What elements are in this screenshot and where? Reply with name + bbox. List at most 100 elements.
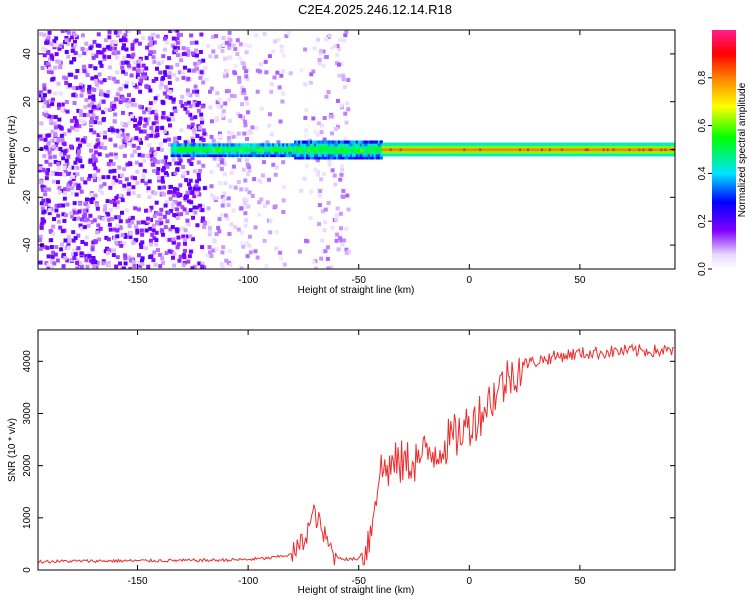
spectrogram-cell — [308, 216, 313, 221]
spectrogram-carrier-cell — [546, 147, 551, 152]
spectrogram-carrier-cell — [200, 145, 204, 150]
spectrogram-carrier-cell — [212, 153, 216, 158]
spectrogram-carrier-cell — [244, 151, 248, 155]
spectrogram-cell — [241, 244, 246, 249]
spectrogram-cell — [226, 139, 231, 144]
spectrogram-carrier-cell — [331, 151, 336, 155]
spectrogram-cell — [152, 214, 157, 219]
spectrogram-cell — [91, 113, 96, 118]
spectrogram-cell — [49, 245, 54, 250]
spectrogram-cell — [209, 134, 214, 139]
spectrogram-cell — [244, 74, 249, 79]
spectrogram-carrier-cell — [459, 150, 463, 154]
spectrogram-cell — [303, 133, 308, 138]
spectrogram-carrier-cell — [487, 145, 491, 149]
spectrogram-carrier-cell — [433, 153, 437, 157]
spectrogram-cell — [278, 119, 283, 124]
spectrogram-cell — [288, 71, 293, 76]
spectrogram-cell — [156, 175, 161, 180]
spectrogram-cell — [69, 125, 74, 130]
spectrogram-carrier-cell — [435, 142, 439, 146]
spectrogram-carrier-cell — [244, 148, 248, 152]
spectrogram-carrier-cell — [387, 145, 391, 149]
spectrogram-carrier-cell — [425, 142, 429, 146]
spectrogram-carrier-cell — [365, 143, 369, 147]
spectrogram-carrier-cell — [570, 147, 575, 152]
spectrogram-cell — [87, 251, 92, 256]
spectrogram-cell — [188, 93, 193, 98]
spectrogram-ytick-label: -20 — [22, 190, 33, 205]
spectrogram-cell — [107, 55, 112, 60]
spectrogram-cell — [86, 221, 91, 226]
spectrogram-cell — [158, 70, 163, 75]
spectrogram-cell — [317, 57, 322, 62]
spectrogram-carrier-cell — [451, 142, 455, 146]
spectrogram-carrier-cell — [318, 140, 322, 144]
spectrogram-carrier-cell — [556, 153, 561, 157]
spectrogram-cell — [55, 59, 60, 64]
spectrogram-carrier-cell — [642, 142, 646, 146]
spectrogram-cell — [209, 193, 214, 198]
spectrogram-cell — [64, 35, 69, 40]
spectrogram-cell — [74, 210, 79, 215]
spectrogram-carrier-cell — [628, 147, 632, 152]
snr-ytick-label: 1000 — [22, 506, 33, 529]
spectrogram-cell — [61, 264, 66, 269]
spectrogram-carrier-cell — [347, 140, 352, 144]
spectrogram-cell — [149, 125, 154, 130]
spectrogram-cell — [315, 170, 320, 175]
spectrogram-carrier-cell — [327, 156, 332, 160]
spectrogram-cell — [82, 208, 87, 213]
spectrogram-cell — [200, 245, 205, 250]
spectrogram-carrier-cell — [214, 153, 218, 158]
spectrogram-carrier-cell — [489, 145, 493, 149]
spectrogram-carrier-cell — [580, 145, 584, 149]
spectrogram-carrier-cell — [341, 145, 346, 149]
spectrogram-cell — [322, 172, 327, 177]
spectrogram-cell — [325, 245, 330, 250]
spectrogram-carrier-cell — [339, 156, 344, 160]
spectrogram-carrier-cell — [574, 142, 579, 146]
spectrogram-carrier-cell — [190, 148, 194, 152]
spectrogram-cell — [65, 258, 70, 263]
spectrogram-cell — [326, 90, 331, 95]
spectrogram-cell — [176, 235, 181, 240]
spectrogram-carrier-cell — [672, 153, 675, 157]
spectrogram-carrier-cell — [385, 150, 389, 154]
spectrogram-carrier-cell — [323, 140, 328, 144]
spectrogram-carrier-cell — [345, 151, 350, 155]
spectrogram-carrier-cell — [359, 140, 364, 144]
spectrogram-cell — [239, 206, 244, 211]
spectrogram-carrier-cell — [521, 145, 525, 149]
spectrogram-carrier-cell — [250, 145, 254, 150]
spectrogram-cell — [145, 216, 150, 221]
spectrogram-cell — [121, 144, 126, 149]
spectrogram-carrier-cell — [471, 142, 475, 146]
spectrogram-cell — [335, 52, 340, 57]
spectrogram-carrier-cell — [264, 151, 268, 155]
spectrogram-carrier-cell — [306, 140, 310, 144]
spectrogram-cell — [74, 128, 79, 133]
snr-xtick-label: 0 — [467, 576, 473, 587]
spectrogram-carrier-cell — [447, 150, 451, 154]
spectrogram-cell — [199, 116, 204, 121]
spectrogram-cell — [223, 181, 228, 186]
spectrogram-cell — [245, 162, 250, 167]
spectrogram-carrier-cell — [574, 147, 579, 152]
spectrogram-cell — [190, 122, 195, 127]
spectrogram-cell — [314, 266, 319, 269]
spectrogram-cell — [54, 140, 59, 145]
spectrogram-cell — [253, 225, 258, 230]
spectrogram-carrier-cell — [329, 156, 334, 160]
spectrogram-carrier-cell — [600, 147, 604, 152]
spectrogram-carrier-cell — [511, 153, 515, 157]
spectrogram-cell — [228, 38, 233, 43]
spectrogram-carrier-cell — [325, 140, 330, 144]
spectrogram-carrier-cell — [550, 150, 555, 154]
spectrogram-cell — [144, 228, 149, 233]
spectrogram-cell — [49, 41, 54, 46]
spectrogram-carrier-cell — [250, 151, 254, 155]
spectrogram-cell — [51, 114, 56, 119]
spectrogram-cell — [194, 191, 199, 196]
spectrogram-carrier-cell — [423, 147, 427, 152]
